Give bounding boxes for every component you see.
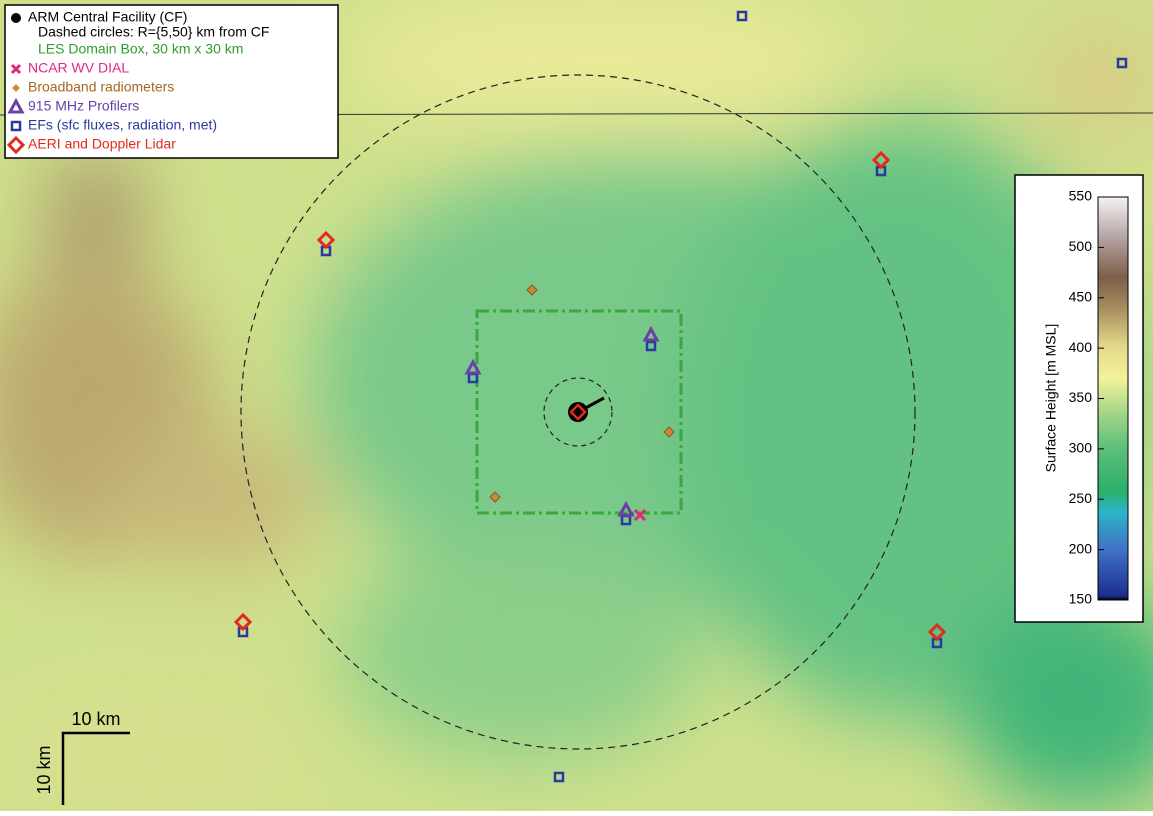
legend: ARM Central Facility (CF) Dashed circles…	[4, 4, 339, 159]
scale-x-label: 10 km	[71, 709, 120, 729]
scale-bar: 10 km 10 km	[34, 709, 130, 805]
colorbar-tick-label: 300	[1069, 440, 1093, 456]
colorbar-tick-label: 550	[1069, 188, 1093, 204]
colorbar: Surface Height [m MSL] 150 200 250 300 350 40…	[1014, 174, 1144, 623]
legend-label: Broadband radiometers	[28, 79, 174, 95]
range-circle-5km	[543, 377, 613, 447]
colorbar-tick-label: 500	[1069, 238, 1093, 254]
legend-label: LES Domain Box, 30 km x 30 km	[38, 41, 243, 57]
colorbar-tick-label: 450	[1069, 288, 1093, 304]
colorbar-tick-label: 250	[1069, 490, 1093, 506]
profiler-sites	[464, 325, 660, 517]
colorbar-tick-label: 400	[1069, 339, 1093, 355]
radiometer-sites	[489, 284, 675, 503]
colorbar-tick-label: 200	[1069, 540, 1093, 556]
legend-label: 915 MHz Profilers	[28, 98, 139, 114]
legend-label: NCAR WV DIAL	[28, 60, 129, 76]
colorbar-tick-label: 150	[1069, 591, 1093, 607]
scale-y-label: 10 km	[34, 745, 54, 794]
legend-label: ARM Central Facility (CF)	[28, 9, 187, 25]
colorbar-label: Surface Height [m MSL]	[1043, 324, 1059, 473]
les-domain-box	[475, 309, 683, 515]
legend-label: AERI and Doppler Lidar	[28, 136, 176, 152]
range-circle-50km	[240, 74, 916, 750]
legend-label: EFs (sfc fluxes, radiation, met)	[28, 117, 217, 133]
dial-site	[633, 508, 647, 522]
central-facility	[568, 396, 605, 422]
colorbar-tick-label: 350	[1069, 389, 1093, 405]
legend-label: Dashed circles: R={5,50} km from CF	[38, 24, 269, 40]
aeri-sites	[233, 150, 947, 642]
